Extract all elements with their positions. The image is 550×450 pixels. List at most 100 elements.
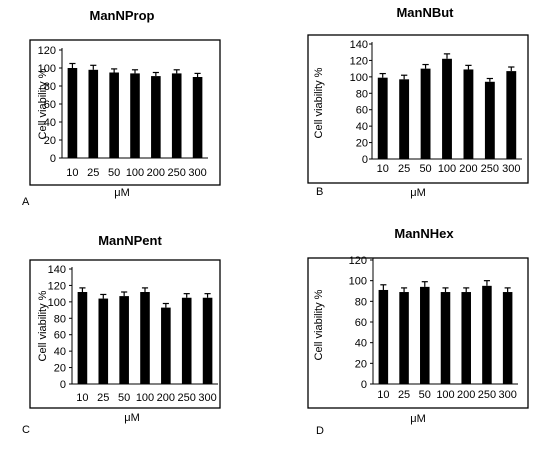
y-tick-label: 20 [356,138,368,150]
x-tick-label: 300 [188,167,206,179]
bar [461,292,471,384]
panel-letter: A [22,196,30,208]
bar [88,69,99,158]
panel-b: ManNBut Cell viability % 0 20 40 60 80 100 120 14… [307,5,529,199]
x-tick-label: 25 [398,163,410,175]
x-tick-label: 250 [481,163,499,175]
x-axis-label: μM [410,187,426,199]
plot-frame [29,39,221,186]
bar [484,81,495,159]
x-tick-label: 100 [436,389,454,401]
x-tick-label: 200 [457,389,475,401]
bar [420,68,431,159]
y-tick-label: 100 [38,63,56,75]
y-tick-label: 0 [362,154,368,166]
y-tick-label: 120 [38,45,56,57]
x-tick-label: 300 [502,163,520,175]
y-tick-label: 140 [350,39,368,51]
panel-letter: B [316,186,323,198]
panel-a: ManNProp Cell viability % 0 20 40 60 80 100 120 1… [22,8,221,208]
x-tick-label: 200 [147,167,165,179]
bar [109,72,119,158]
chart-title: ManNProp [90,8,155,23]
y-axis-label: Cell viability % [37,290,49,361]
plot-frame [307,257,529,409]
x-tick-label: 50 [419,389,431,401]
panel-d: ManNHex Cell viability % 0 20 40 60 80 100 120 10… [307,226,529,437]
x-tick-label: 25 [398,389,410,401]
x-tick-label: 100 [136,392,154,404]
chart-title: ManNPent [98,233,162,248]
x-tick-label: 25 [97,392,109,404]
y-tick-label: 60 [54,330,66,342]
y-tick-label: 100 [349,276,367,288]
y-tick-label: 80 [54,313,66,325]
bar [377,77,388,159]
y-tick-label: 120 [48,280,66,292]
y-axis-label: Cell viability % [313,67,325,138]
y-tick-label: 40 [356,121,368,133]
bar [130,73,140,158]
y-tick-label: 140 [48,264,66,276]
panel-c: ManNPent Cell viability % 0 20 40 60 80 100 120 1… [22,233,221,436]
y-tick-label: 20 [355,358,367,370]
x-tick-label: 200 [459,163,477,175]
y-tick-label: 0 [60,379,66,391]
panel-letter: C [22,424,30,436]
plot-frame [307,34,529,184]
y-axis-label: Cell viability % [37,68,49,139]
x-tick-label: 100 [126,167,144,179]
y-tick-label: 40 [355,338,367,350]
bar [506,71,517,159]
bar [140,292,150,384]
y-tick-label: 60 [356,105,368,117]
bar [151,76,161,158]
y-tick-label: 100 [350,72,368,84]
y-tick-label: 120 [350,55,368,67]
chart-title: ManNBut [396,5,454,20]
chart-title: ManNHex [394,226,454,241]
plot-frame [29,259,221,409]
x-tick-label: 50 [419,163,431,175]
bar [420,286,430,384]
x-tick-label: 200 [157,392,175,404]
y-tick-label: 20 [44,135,56,147]
x-axis-label: μM [114,187,130,199]
y-tick-label: 80 [44,81,56,93]
x-axis-label: μM [410,413,426,425]
x-tick-label: 100 [438,163,456,175]
bar [181,297,192,384]
y-tick-label: 80 [356,88,368,100]
y-tick-label: 40 [54,346,66,358]
bar [119,296,129,384]
x-tick-label: 250 [478,389,496,401]
y-tick-label: 60 [355,317,367,329]
bar [202,297,213,384]
panel-letter: D [316,425,324,437]
bar [442,58,452,159]
bar [399,79,410,159]
bar [77,292,88,384]
x-tick-label: 50 [118,392,130,404]
x-axis-label: μM [124,412,140,424]
y-axis-label: Cell viability % [313,289,325,360]
bar [171,73,182,158]
bar [463,69,474,159]
x-tick-label: 250 [168,167,186,179]
y-tick-label: 100 [48,297,66,309]
bar [482,285,492,384]
bar [440,292,451,384]
x-tick-label: 10 [377,389,389,401]
y-tick-label: 60 [44,99,56,111]
y-tick-label: 40 [44,117,56,129]
bar [399,292,409,384]
y-tick-label: 0 [361,379,367,391]
x-tick-label: 10 [66,167,78,179]
x-tick-label: 250 [178,392,196,404]
bar [502,292,513,384]
y-tick-label: 0 [50,153,56,165]
x-tick-label: 10 [76,392,88,404]
x-tick-label: 300 [198,392,216,404]
y-tick-label: 80 [355,296,367,308]
